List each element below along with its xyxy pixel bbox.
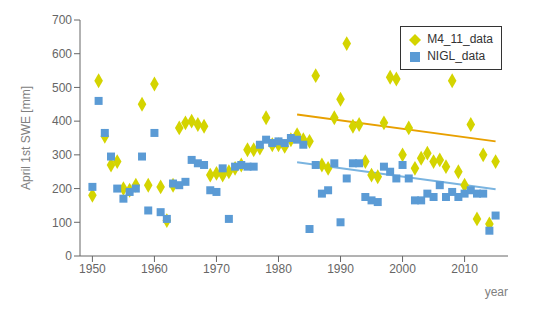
svg-text:1970: 1970 [203, 262, 230, 276]
svg-text:500: 500 [52, 81, 72, 95]
html-text:NIGL_data: NIGL_data [427, 49, 486, 63]
svg-text:400: 400 [52, 114, 72, 128]
svg-text:1960: 1960 [141, 262, 168, 276]
svg-text:300: 300 [52, 148, 72, 162]
svg-text:2010: 2010 [451, 262, 478, 276]
svg-text:2000: 2000 [389, 262, 416, 276]
svg-text:100: 100 [52, 216, 72, 230]
svg-text:700: 700 [52, 13, 72, 27]
svg-text:April 1st SWE [mm]: April 1st SWE [mm] [19, 86, 33, 190]
svg-text:1980: 1980 [265, 262, 292, 276]
svg-text:1990: 1990 [327, 262, 354, 276]
svg-text:0: 0 [65, 249, 72, 263]
svg-text:1950: 1950 [79, 262, 106, 276]
html-text:M4_11_data: M4_11_data [427, 32, 493, 46]
svg-text:600: 600 [52, 47, 72, 61]
svg-text:year: year [485, 285, 508, 299]
svg-text:200: 200 [52, 182, 72, 196]
